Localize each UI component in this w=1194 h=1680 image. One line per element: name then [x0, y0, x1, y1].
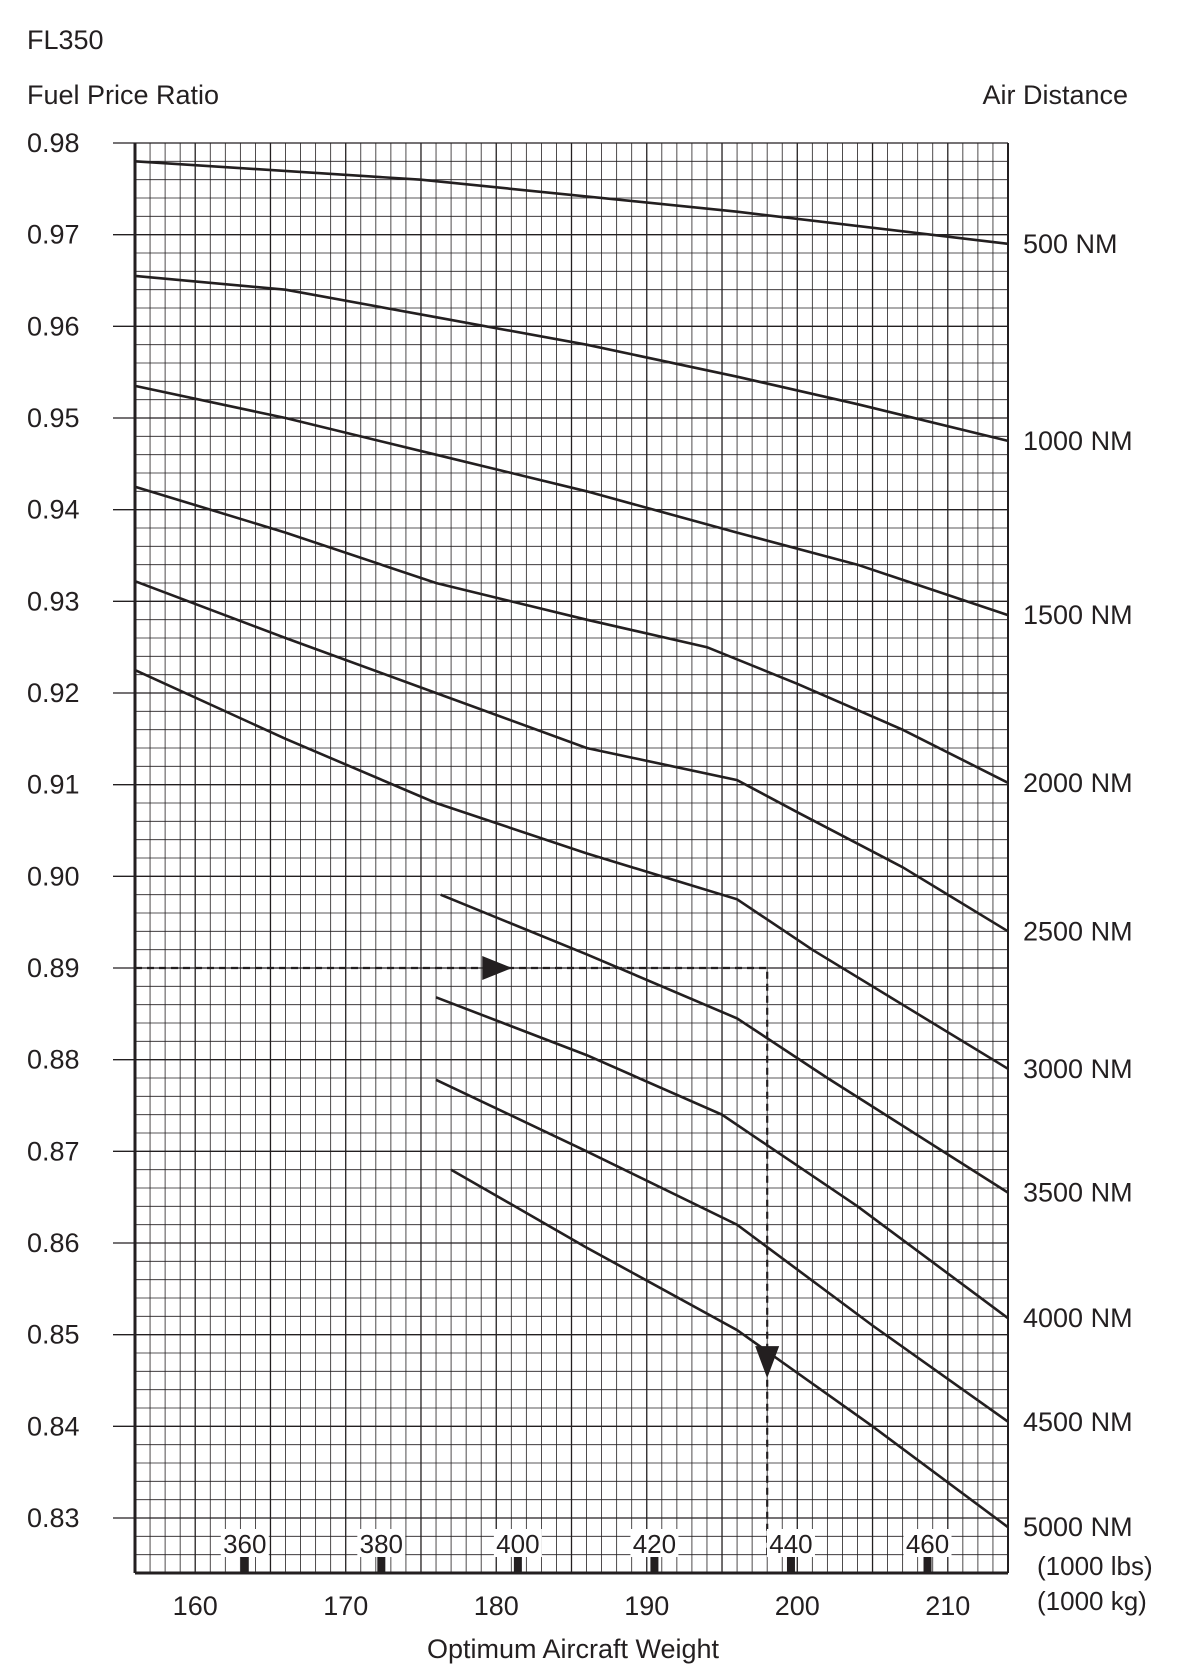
curve-4500-nm	[435, 1078, 1009, 1423]
y-tick-label: 0.88	[27, 1045, 80, 1075]
example-arrow-down	[755, 1346, 780, 1379]
series-label: 3500 NM	[1023, 1178, 1133, 1208]
y-tick-label: 0.97	[27, 220, 80, 250]
lbs-tick-mark	[650, 1557, 659, 1572]
x-tick-label-lbs: 420	[633, 1529, 676, 1559]
curve-4000-nm	[435, 996, 1009, 1320]
lbs-label-bg	[630, 1529, 679, 1557]
series-labels: 500 NM 1000 NM 1500 NM 2000 NM 2500 NM 3000 N…	[1023, 229, 1133, 1542]
y-tick-labels: 0.98 0.97 0.96 0.95 0.94 0.93 0.92 0.91 0.90 0.89…	[27, 128, 135, 1533]
x-unit-lbs: (1000 lbs)	[1037, 1551, 1153, 1581]
lbs-label-bg	[766, 1529, 815, 1557]
curve-5000-nm	[450, 1168, 1009, 1529]
x-unit-kg: (1000 kg)	[1037, 1586, 1147, 1616]
lbs-label-bg	[903, 1529, 952, 1557]
y-tick-label: 0.85	[27, 1320, 80, 1350]
lbs-tick-mark	[377, 1557, 386, 1572]
x-tick-label-kg: 190	[624, 1591, 669, 1621]
y-tick-label: 0.90	[27, 861, 80, 891]
series-label: 1000 NM	[1023, 426, 1133, 456]
series-label: 500 NM	[1023, 229, 1118, 259]
series-label: 1500 NM	[1023, 600, 1133, 630]
distance-curves	[134, 160, 1009, 1529]
example-arrow-right	[482, 956, 513, 980]
x-tick-label-lbs: 440	[769, 1529, 812, 1559]
lbs-label-bg	[220, 1529, 269, 1557]
x-tick-label-lbs: 400	[496, 1529, 539, 1559]
curve-3500-nm	[440, 893, 1009, 1194]
lbs-tick-mark	[786, 1557, 795, 1572]
series-label: 5000 NM	[1023, 1512, 1133, 1542]
lbs-tick-mark	[923, 1557, 932, 1572]
lbs-label-bg	[493, 1529, 542, 1557]
x-tick-label-kg: 210	[925, 1591, 970, 1621]
lbs-tick-mark	[240, 1557, 249, 1572]
x-tick-labels-kg: 160 170 180 190 200 210	[173, 1591, 971, 1621]
x-axis-title: Optimum Aircraft Weight	[427, 1634, 720, 1664]
y-tick-label: 0.86	[27, 1228, 80, 1258]
x-tick-label-lbs: 380	[360, 1529, 403, 1559]
example-path	[135, 956, 780, 1555]
x-tick-label-kg: 200	[775, 1591, 820, 1621]
x-tick-label-lbs: 360	[223, 1529, 266, 1559]
x-tick-labels-lbs: 360 380 400 420 440 460	[220, 1529, 952, 1572]
y-axis-title: Fuel Price Ratio	[27, 80, 219, 110]
series-label: 4000 NM	[1023, 1303, 1133, 1333]
y-tick-label: 0.83	[27, 1503, 80, 1533]
curve-2000-nm	[134, 485, 1009, 784]
series-label: 2000 NM	[1023, 768, 1133, 798]
series-label: 2500 NM	[1023, 916, 1133, 946]
y-tick-label: 0.95	[27, 403, 80, 433]
curve-1000-nm	[134, 274, 1009, 443]
y-tick-label: 0.98	[27, 128, 80, 158]
curve-3000-nm	[134, 668, 1009, 1070]
right-axis-title: Air Distance	[982, 80, 1128, 110]
series-label: 4500 NM	[1023, 1407, 1133, 1437]
lbs-tick-mark	[513, 1557, 522, 1572]
x-tick-label-kg: 160	[173, 1591, 218, 1621]
x-tick-label-kg: 170	[323, 1591, 368, 1621]
series-label: 3000 NM	[1023, 1054, 1133, 1084]
y-tick-label: 0.93	[27, 586, 80, 616]
curve-1500-nm	[134, 384, 1009, 617]
y-tick-label: 0.92	[27, 678, 80, 708]
x-tick-label-kg: 180	[474, 1591, 519, 1621]
grid	[134, 142, 1009, 1574]
y-tick-label: 0.89	[27, 953, 80, 983]
curve-500-nm	[134, 160, 1009, 246]
curve-2500-nm	[134, 579, 1009, 933]
y-tick-label: 0.96	[27, 311, 80, 341]
x-tick-label-lbs: 460	[906, 1529, 949, 1559]
y-tick-label: 0.94	[27, 495, 80, 525]
flight-level-label: FL350	[27, 25, 104, 55]
y-tick-label: 0.87	[27, 1136, 80, 1166]
y-tick-label: 0.84	[27, 1411, 80, 1441]
y-tick-label: 0.91	[27, 770, 80, 800]
lbs-label-bg	[357, 1529, 406, 1557]
